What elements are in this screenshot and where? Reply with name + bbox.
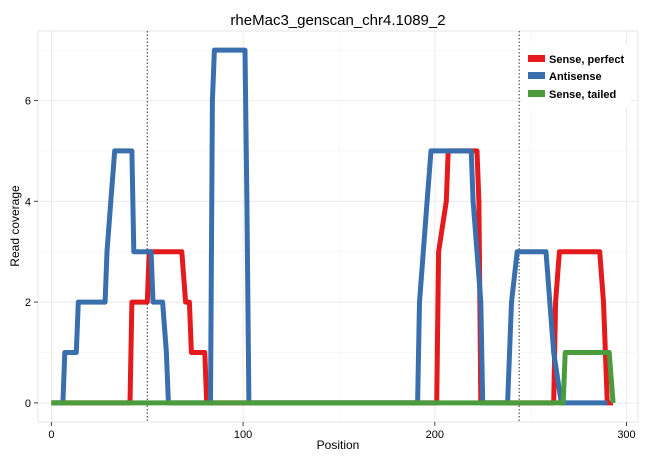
series-lines bbox=[51, 47, 616, 406]
legend-swatch-sense-perfect bbox=[528, 55, 545, 62]
legend: Sense, perfect Antisense Sense, tailed bbox=[523, 45, 631, 107]
legend-label-antisense: Antisense bbox=[549, 71, 602, 83]
legend-item-sense-perfect: Sense, perfect bbox=[528, 54, 625, 66]
y-tick-label: 0 bbox=[25, 398, 31, 410]
series-line-antisense bbox=[51, 47, 608, 406]
x-axis-ticks: 0 100 200 300 bbox=[48, 422, 636, 441]
legend-swatch-antisense bbox=[528, 72, 545, 79]
y-tick-label: 6 bbox=[25, 96, 31, 108]
y-axis-title: Read coverage bbox=[8, 185, 22, 267]
x-tick-label: 100 bbox=[234, 429, 252, 441]
legend-label-sense-tailed: Sense, tailed bbox=[549, 89, 616, 101]
series-line-sense-tailed bbox=[51, 350, 616, 406]
x-tick-label: 200 bbox=[426, 429, 444, 441]
chart-title: rheMac3_genscan_chr4.1089_2 bbox=[230, 12, 445, 29]
x-axis-title: Position bbox=[317, 438, 360, 452]
legend-item-sense-tailed: Sense, tailed bbox=[528, 89, 616, 101]
x-tick-label: 0 bbox=[48, 429, 54, 441]
x-tick-label: 300 bbox=[617, 429, 635, 441]
y-tick-label: 4 bbox=[25, 196, 31, 208]
y-axis-ticks: 0 2 4 6 bbox=[25, 96, 38, 410]
reference-lines bbox=[146, 31, 520, 422]
legend-swatch-sense-tailed bbox=[528, 90, 545, 97]
legend-label-sense-perfect: Sense, perfect bbox=[549, 54, 625, 66]
legend-item-antisense: Antisense bbox=[528, 71, 602, 83]
y-tick-label: 2 bbox=[25, 297, 31, 309]
